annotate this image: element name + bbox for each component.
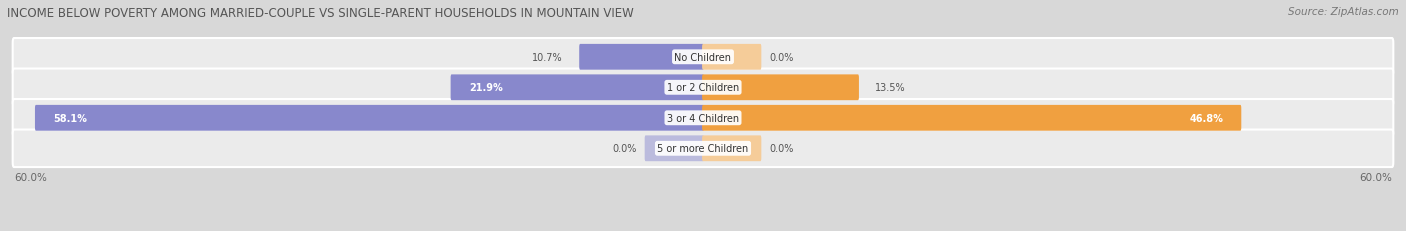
FancyBboxPatch shape — [579, 45, 704, 70]
Text: 3 or 4 Children: 3 or 4 Children — [666, 113, 740, 123]
Text: 0.0%: 0.0% — [612, 144, 637, 154]
FancyBboxPatch shape — [645, 136, 704, 161]
Text: 46.8%: 46.8% — [1189, 113, 1223, 123]
FancyBboxPatch shape — [35, 105, 704, 131]
Legend: Married Couples, Single Parents: Married Couples, Single Parents — [602, 229, 804, 231]
Text: 60.0%: 60.0% — [1360, 173, 1392, 182]
Text: 10.7%: 10.7% — [533, 53, 562, 63]
Text: 5 or more Children: 5 or more Children — [658, 144, 748, 154]
Text: 60.0%: 60.0% — [14, 173, 46, 182]
FancyBboxPatch shape — [13, 100, 1393, 137]
FancyBboxPatch shape — [13, 130, 1393, 167]
Text: 21.9%: 21.9% — [468, 83, 502, 93]
Text: No Children: No Children — [675, 53, 731, 63]
FancyBboxPatch shape — [13, 69, 1393, 106]
FancyBboxPatch shape — [702, 45, 761, 70]
Text: 58.1%: 58.1% — [53, 113, 87, 123]
FancyBboxPatch shape — [702, 105, 1241, 131]
Text: Source: ZipAtlas.com: Source: ZipAtlas.com — [1288, 7, 1399, 17]
Text: 1 or 2 Children: 1 or 2 Children — [666, 83, 740, 93]
FancyBboxPatch shape — [702, 75, 859, 101]
Text: INCOME BELOW POVERTY AMONG MARRIED-COUPLE VS SINGLE-PARENT HOUSEHOLDS IN MOUNTAI: INCOME BELOW POVERTY AMONG MARRIED-COUPL… — [7, 7, 634, 20]
FancyBboxPatch shape — [702, 136, 761, 161]
Text: 0.0%: 0.0% — [769, 144, 794, 154]
FancyBboxPatch shape — [13, 39, 1393, 76]
FancyBboxPatch shape — [450, 75, 704, 101]
Text: 13.5%: 13.5% — [875, 83, 905, 93]
Text: 0.0%: 0.0% — [769, 53, 794, 63]
